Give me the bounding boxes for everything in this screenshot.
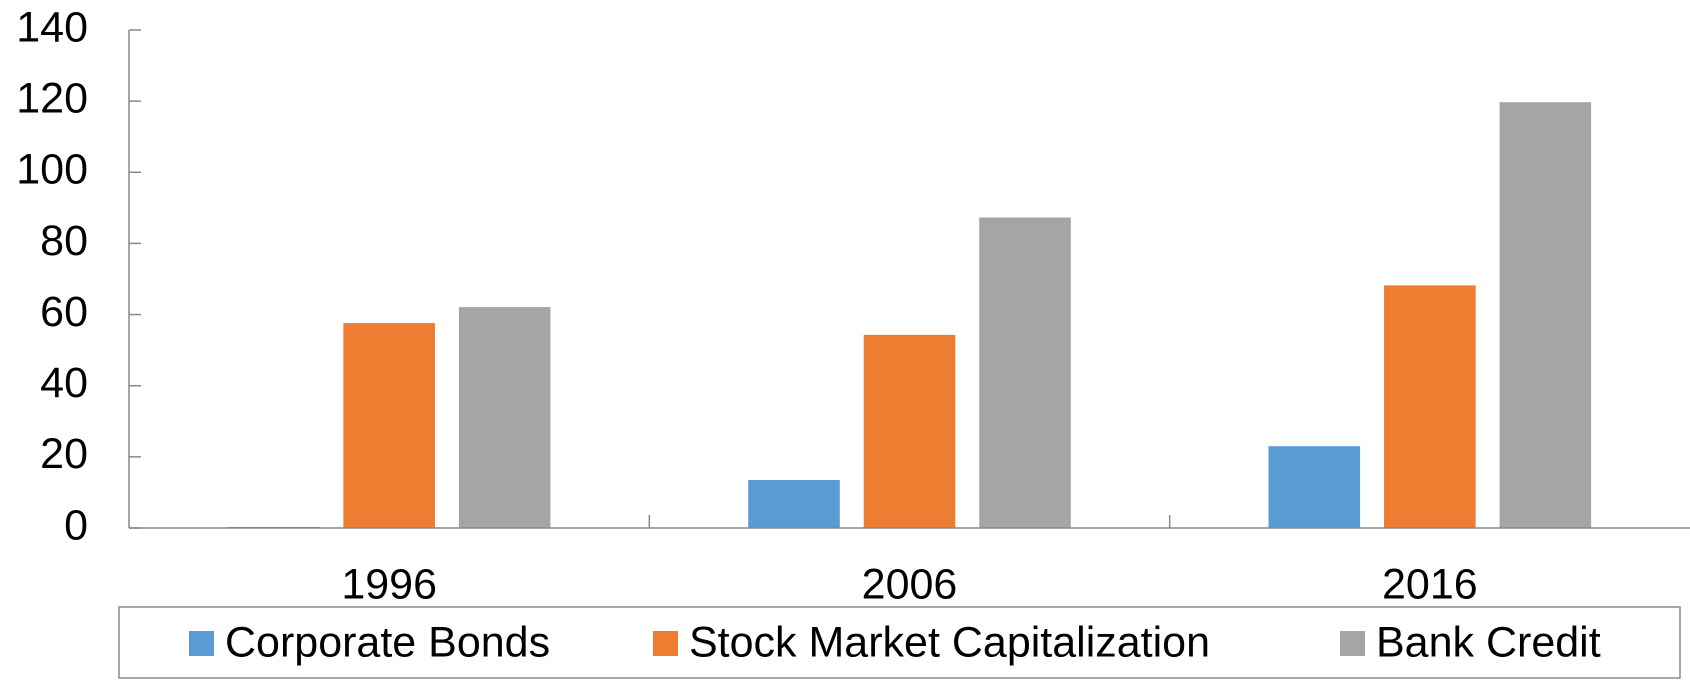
bar bbox=[863, 334, 956, 528]
bar bbox=[1499, 102, 1592, 529]
y-tick-label: 140 bbox=[16, 3, 88, 51]
legend-label: Corporate Bonds bbox=[225, 618, 550, 666]
x-tick-label: 2006 bbox=[862, 560, 958, 608]
legend-box bbox=[118, 606, 1681, 679]
legend-swatch bbox=[1340, 631, 1365, 656]
y-tick-label: 20 bbox=[40, 430, 88, 478]
legend-label: Stock Market Capitalization bbox=[689, 618, 1210, 666]
y-tick-label: 40 bbox=[40, 359, 88, 407]
y-tick-label: 60 bbox=[40, 288, 88, 336]
bar bbox=[458, 307, 551, 528]
bar bbox=[979, 217, 1071, 528]
y-tick-label: 100 bbox=[16, 146, 88, 194]
bar bbox=[1384, 285, 1476, 528]
y-tick-label: 120 bbox=[16, 75, 88, 123]
y-tick-label: 80 bbox=[40, 217, 88, 265]
legend-swatch bbox=[189, 631, 214, 656]
x-tick-label: 2016 bbox=[1382, 560, 1478, 608]
bar bbox=[343, 323, 435, 528]
bar bbox=[748, 479, 840, 528]
bar bbox=[1268, 446, 1361, 528]
y-tick-label: 0 bbox=[64, 501, 88, 549]
legend-swatch bbox=[653, 631, 678, 656]
x-tick-label: 1996 bbox=[341, 560, 437, 608]
legend-label: Bank Credit bbox=[1376, 618, 1601, 666]
